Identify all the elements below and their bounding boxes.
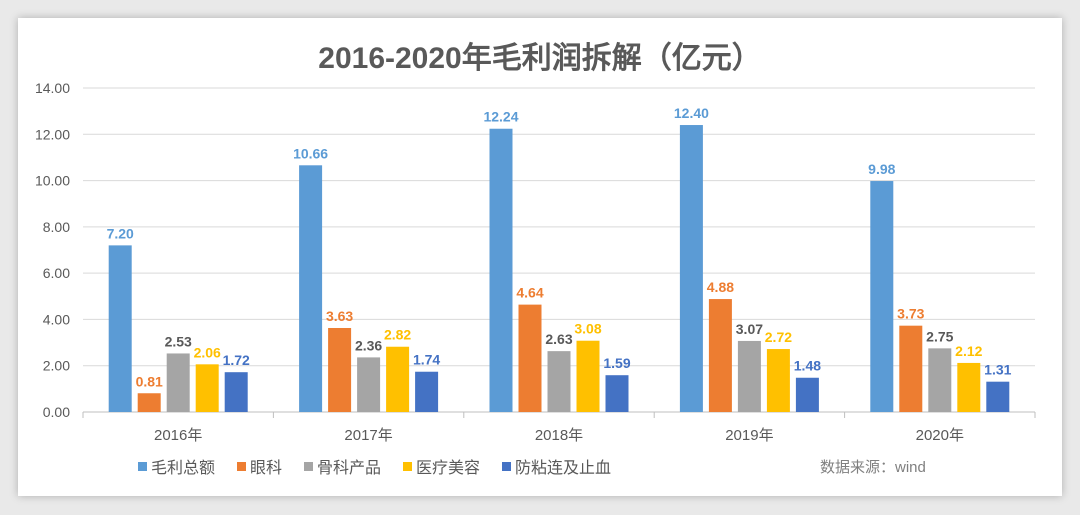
- bar: [299, 165, 323, 412]
- data-label: 2.72: [765, 329, 792, 345]
- data-label: 10.66: [293, 145, 328, 161]
- data-label: 3.73: [897, 306, 924, 322]
- data-label: 0.81: [136, 373, 163, 389]
- data-label: 7.20: [107, 225, 134, 241]
- bar: [166, 353, 190, 412]
- data-label: 3.08: [574, 321, 601, 337]
- bar: [899, 325, 923, 412]
- bar: [737, 340, 761, 412]
- bar: [195, 364, 219, 412]
- y-tick-label: 10.00: [35, 173, 70, 189]
- data-label: 2.82: [384, 327, 411, 343]
- bar: [576, 340, 600, 412]
- bar: [547, 351, 571, 412]
- legend-label: 骨科产品: [317, 459, 381, 477]
- bar: [679, 125, 703, 413]
- bar: [605, 375, 629, 412]
- data-label: 1.31: [984, 362, 1011, 378]
- legend-label: 毛利总额: [151, 459, 215, 477]
- source-note: 数据来源：wind: [820, 459, 926, 476]
- bar: [870, 181, 894, 412]
- y-tick-label: 0.00: [43, 404, 70, 420]
- bar: [137, 393, 161, 412]
- y-tick-label: 6.00: [43, 265, 70, 281]
- legend-swatch: [502, 462, 511, 471]
- data-label: 2.06: [194, 344, 221, 360]
- data-label: 2.12: [955, 343, 982, 359]
- data-label: 3.63: [326, 308, 353, 324]
- legend-label: 眼科: [250, 459, 282, 477]
- data-label: 4.88: [707, 279, 734, 295]
- bar: [928, 348, 952, 412]
- data-label: 1.48: [794, 358, 821, 374]
- data-label: 9.98: [868, 161, 895, 177]
- legend-label: 防粘连及止血: [515, 459, 611, 477]
- y-tick-label: 14.00: [35, 80, 70, 96]
- y-tick-label: 4.00: [43, 311, 70, 327]
- bar: [357, 357, 381, 412]
- data-label: 4.64: [516, 285, 543, 301]
- bar: [328, 327, 352, 412]
- data-label: 3.07: [736, 321, 763, 337]
- data-label: 1.74: [413, 352, 440, 368]
- bar: [957, 362, 981, 412]
- legend-swatch: [403, 462, 412, 471]
- x-tick-label: 2017年: [344, 427, 392, 444]
- data-label: 1.72: [223, 352, 250, 368]
- data-label: 2.63: [545, 331, 572, 347]
- x-tick-label: 2018年: [535, 427, 583, 444]
- y-tick-label: 8.00: [43, 219, 70, 235]
- x-tick-label: 2020年: [916, 427, 964, 444]
- data-label: 12.40: [674, 105, 709, 121]
- bar: [386, 346, 410, 412]
- y-tick-label: 12.00: [35, 126, 70, 142]
- legend-swatch: [138, 462, 147, 471]
- data-label: 12.24: [483, 109, 518, 125]
- chart-title: 2016-2020年毛利润拆解（亿元）: [318, 41, 761, 75]
- bar: [489, 128, 513, 412]
- bar: [518, 304, 542, 412]
- bar: [766, 349, 790, 412]
- bar: [795, 377, 819, 412]
- bar: [415, 371, 439, 412]
- legend-swatch: [304, 462, 313, 471]
- x-tick-label: 2016年: [154, 427, 202, 444]
- bar: [224, 372, 248, 412]
- data-label: 2.53: [165, 333, 192, 349]
- x-tick-label: 2019年: [725, 427, 773, 444]
- data-label: 2.75: [926, 328, 953, 344]
- legend-label: 医疗美容: [416, 459, 480, 477]
- y-tick-label: 2.00: [43, 358, 70, 374]
- data-label: 2.36: [355, 337, 382, 353]
- data-label: 1.59: [603, 355, 630, 371]
- legend-swatch: [237, 462, 246, 471]
- bar: [708, 299, 732, 412]
- bar: [986, 381, 1010, 412]
- bar: [108, 245, 132, 412]
